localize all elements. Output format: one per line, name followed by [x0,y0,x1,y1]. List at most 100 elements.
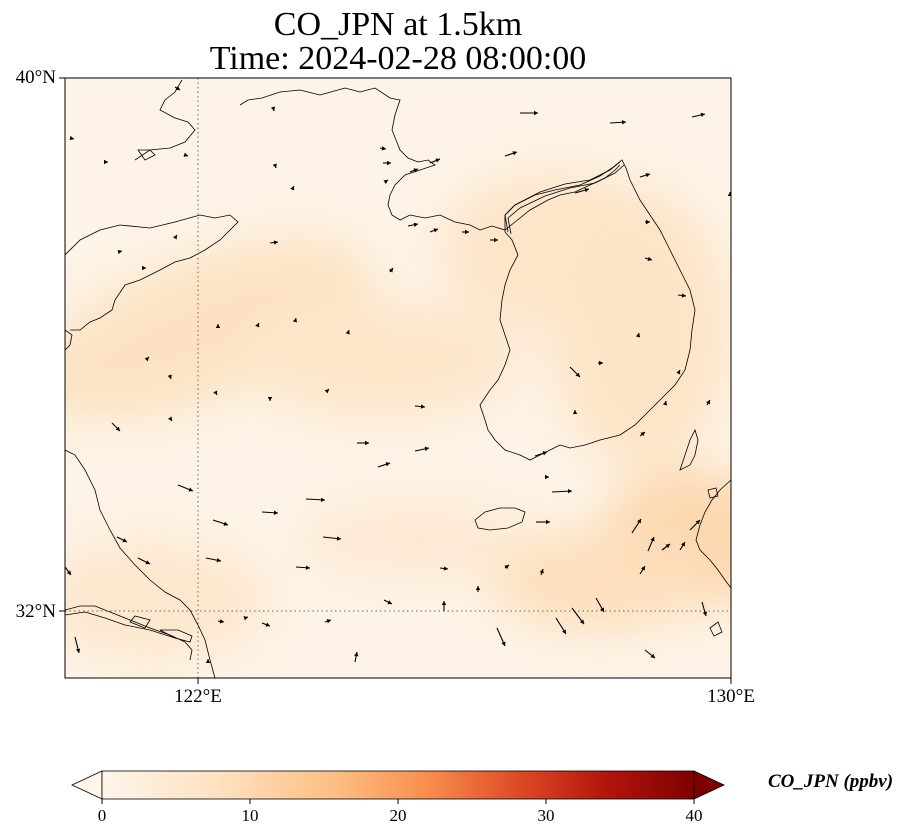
wind-vector-head [167,374,172,379]
colorbar-tick-label: 0 [97,806,107,825]
wind-vector-head [545,474,549,480]
wind-vector-head [305,565,310,570]
wind-vector-head [205,659,211,663]
gridlines [65,78,731,678]
colorbar-tick-label: 20 [389,806,407,825]
wind-vector-head [424,446,429,451]
wind-vector-head [640,432,645,437]
wind-vector-head [223,521,228,526]
wind-vector-head [465,229,469,235]
colorbar-extend-max [693,770,725,800]
wind-vector-head [215,324,221,328]
y-tick-label: 32°N [15,601,56,622]
wind-vector-head [534,110,538,116]
wind-vector-head [265,622,270,627]
wind-vector-head [443,566,448,571]
wind-vector-head [267,397,273,401]
wind-vector-head [702,611,708,616]
wind-vector-head [645,173,650,178]
wind-vector-head [381,146,386,151]
wind-vector-head [600,607,604,612]
wind-vector-head [501,641,506,646]
wind-vector-head [575,372,580,377]
wind-vector-head [681,542,685,547]
x-tick-label: 122°E [174,686,222,707]
wind-vector-head [145,560,150,565]
wind-vector-head [387,600,392,605]
wind-vector-head [243,616,248,621]
wind-vector-head [647,256,652,262]
colorbar-gradient [101,770,695,800]
wind-vector-head [676,370,681,375]
map-title: CO_JPN at 1.5km [273,6,523,43]
wind-vector-head [104,159,108,165]
wind-vector-head [635,333,641,338]
wind-vector-head [219,619,224,624]
wind-vector-head [433,228,438,233]
wind-vector-head [183,152,188,157]
wind-vector-head [216,558,221,563]
wind-vector-head [270,106,276,111]
wind-vector-head [681,293,686,298]
wind-vector-head [420,404,425,409]
wind-vector-head [272,163,277,168]
wind-vector-head [387,160,391,166]
wind-vector-head [388,268,393,273]
colorbar-label: CO_JPN (ppbv) [768,771,894,792]
wind-vector-head [665,544,670,549]
wind-vector-head [122,538,127,543]
wind-vectors [65,86,731,663]
wind-vector-head [641,566,645,571]
wind-vector-head [494,237,498,243]
wind-vector-head [385,462,390,467]
wind-vector-head [636,519,641,524]
colorbar-tick-label: 10 [241,806,259,825]
wind-vector-head [255,323,260,328]
wind-vector-head [142,265,146,271]
wind-vector-head [213,390,218,395]
wind-vector-head [650,537,655,542]
wind-vector-head [413,222,418,227]
wind-vector-head [66,570,71,575]
wind-vector-head [572,410,578,414]
wind-vector-head [69,135,74,141]
axis-ticks [59,77,732,684]
wind-vector-head [167,416,172,421]
wind-vector-head [320,497,325,502]
concentration-field [65,78,731,678]
wind-vector-head [290,186,295,191]
wind-vector-head [621,120,626,125]
wind-vector-head [188,487,193,492]
wind-vector-head [324,389,329,394]
colorbar-extend-min [71,770,103,800]
map-frame [64,77,732,679]
wind-vector-head [435,158,440,163]
wind-vector-head [292,318,298,323]
wind-vector-head [599,360,603,366]
wind-vector-head [584,187,589,193]
wind-vector-head [700,112,705,118]
wind-vector-head [336,536,341,541]
wind-vector-head [646,219,650,225]
wind-vector-head [512,151,517,156]
wind-vector-head [475,586,481,590]
coastlines [65,79,731,678]
wind-vector-head [413,168,418,173]
wind-vector-head [706,400,710,405]
wind-vector-head [273,240,278,245]
wind-vector-head [539,569,544,574]
wind-vector-head [175,86,180,90]
y-tick-label: 40°N [15,67,56,88]
wind-vector-head [662,401,668,406]
wind-vector-head [650,653,655,658]
wind-vector-head [695,520,700,525]
wind-vector-head [326,619,331,624]
wind-vector-head [117,249,122,255]
colorbar-tick-label: 40 [685,806,703,825]
wind-vector-head [273,510,278,515]
x-tick-label: 130°E [707,686,755,707]
wind-vector-head [144,357,149,362]
wind-vector-head [75,648,81,653]
colorbar-tick-label: 30 [537,806,555,825]
